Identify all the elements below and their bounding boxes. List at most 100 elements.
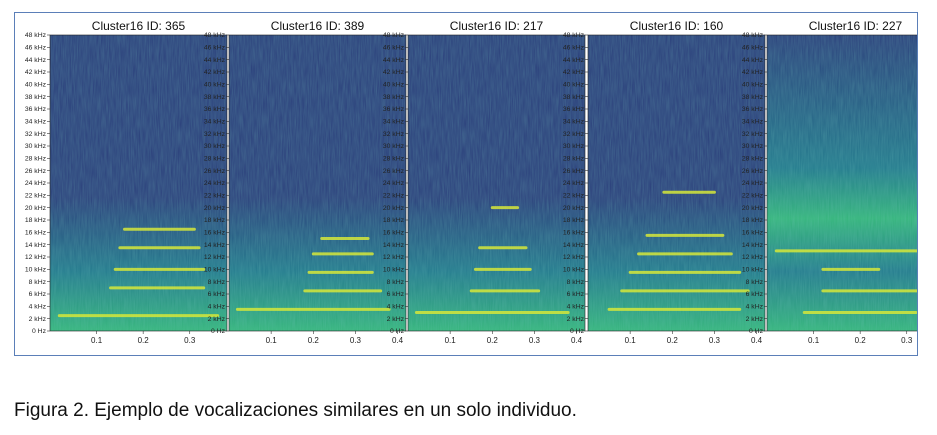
y-tick-label: 40 kHz <box>742 82 764 89</box>
x-tick-label: 0.3 <box>901 336 913 345</box>
y-tick-label: 6 kHz <box>387 291 405 298</box>
y-tick-label: 14 kHz <box>25 242 47 249</box>
y-tick-label: 34 kHz <box>25 119 47 126</box>
y-tick-label: 34 kHz <box>742 119 764 126</box>
y-tick-label: 2 kHz <box>208 316 226 323</box>
spectrogram-panel: Cluster16 ID: 389 0 Hz 2 kHz 4 kHz 6 kHz 8 kH… <box>204 19 407 345</box>
y-tick-label: 24 kHz <box>25 180 47 187</box>
y-tick-label: 30 kHz <box>25 143 47 150</box>
y-tick-label: 26 kHz <box>383 168 405 175</box>
y-tick-label: 18 kHz <box>563 217 585 224</box>
panel-title: Cluster16 ID: 217 <box>450 19 544 33</box>
x-tick-label: 0.3 <box>709 336 721 345</box>
y-tick-label: 46 kHz <box>563 45 585 52</box>
y-tick-label: 40 kHz <box>204 82 226 89</box>
y-tick-label: 4 kHz <box>29 304 47 311</box>
y-tick-label: 12 kHz <box>383 254 405 261</box>
y-tick-label: 26 kHz <box>25 168 47 175</box>
y-tick-label: 40 kHz <box>383 82 405 89</box>
y-tick-label: 46 kHz <box>25 45 47 52</box>
y-tick-label: 26 kHz <box>563 168 585 175</box>
y-tick-label: 42 kHz <box>25 69 47 76</box>
y-tick-label: 34 kHz <box>563 119 585 126</box>
y-tick-label: 24 kHz <box>204 180 226 187</box>
y-tick-label: 30 kHz <box>204 143 226 150</box>
x-tick-label: 0.2 <box>308 336 320 345</box>
x-tick-label: 0.2 <box>855 336 867 345</box>
y-tick-label: 0 Hz <box>32 328 47 335</box>
y-tick-label: 40 kHz <box>25 82 47 89</box>
y-tick-label: 8 kHz <box>746 279 764 286</box>
y-tick-label: 10 kHz <box>383 267 405 274</box>
y-tick-label: 28 kHz <box>742 156 764 163</box>
y-tick-label: 2 kHz <box>29 316 47 323</box>
panel-title: Cluster16 ID: 389 <box>271 19 365 33</box>
y-tick-label: 24 kHz <box>742 180 764 187</box>
y-tick-label: 16 kHz <box>204 230 226 237</box>
y-tick-label: 14 kHz <box>563 242 585 249</box>
x-tick-label: 0.3 <box>184 336 196 345</box>
spectrogram-panel: Cluster16 ID: 217 0 Hz 2 kHz 4 kHz 6 kHz 8 kH… <box>383 19 586 345</box>
y-tick-label: 20 kHz <box>25 205 47 212</box>
panel-title: Cluster16 ID: 227 <box>809 19 903 33</box>
y-tick-label: 44 kHz <box>25 57 47 64</box>
y-tick-label: 2 kHz <box>746 316 764 323</box>
y-tick-label: 6 kHz <box>746 291 764 298</box>
y-tick-label: 36 kHz <box>25 106 47 113</box>
spectrogram-panel: Cluster16 ID: 365 0 Hz 2 kHz 4 kHz 6 kHz 8 kH… <box>25 19 228 345</box>
x-tick-label: 0.1 <box>445 336 457 345</box>
y-tick-label: 8 kHz <box>29 279 47 286</box>
y-tick-label: 48 kHz <box>563 32 585 39</box>
y-tick-label: 22 kHz <box>563 193 585 200</box>
y-tick-label: 42 kHz <box>563 69 585 76</box>
y-tick-label: 8 kHz <box>208 279 226 286</box>
y-tick-label: 40 kHz <box>563 82 585 89</box>
y-tick-label: 28 kHz <box>563 156 585 163</box>
y-tick-label: 30 kHz <box>563 143 585 150</box>
y-tick-label: 48 kHz <box>742 32 764 39</box>
y-tick-label: 10 kHz <box>204 267 226 274</box>
y-tick-label: 18 kHz <box>204 217 226 224</box>
y-tick-label: 30 kHz <box>742 143 764 150</box>
y-tick-label: 32 kHz <box>563 131 585 138</box>
y-tick-label: 14 kHz <box>742 242 764 249</box>
y-tick-label: 48 kHz <box>383 32 405 39</box>
y-tick-label: 44 kHz <box>204 57 226 64</box>
y-tick-label: 28 kHz <box>383 156 405 163</box>
y-tick-label: 14 kHz <box>204 242 226 249</box>
y-tick-label: 6 kHz <box>567 291 585 298</box>
y-tick-label: 6 kHz <box>29 291 47 298</box>
y-tick-label: 22 kHz <box>204 193 226 200</box>
spectrogram-panel: Cluster16 ID: 227 0 Hz 2 kHz 4 kHz 6 kHz 8 kH… <box>742 19 917 345</box>
spectrogram-texture <box>408 35 585 331</box>
y-tick-label: 12 kHz <box>742 254 764 261</box>
y-tick-label: 8 kHz <box>567 279 585 286</box>
y-tick-label: 42 kHz <box>204 69 226 76</box>
y-tick-label: 2 kHz <box>567 316 585 323</box>
y-tick-label: 12 kHz <box>563 254 585 261</box>
spectrogram-texture <box>767 35 917 331</box>
y-tick-label: 0 Hz <box>749 328 764 335</box>
y-tick-label: 16 kHz <box>742 230 764 237</box>
y-tick-label: 48 kHz <box>204 32 226 39</box>
y-tick-label: 48 kHz <box>25 32 47 39</box>
y-tick-label: 44 kHz <box>563 57 585 64</box>
spectrogram-grid: Cluster16 ID: 365 0 Hz 2 kHz 4 kHz 6 kHz 8 kH… <box>25 19 917 345</box>
y-tick-label: 38 kHz <box>25 94 47 101</box>
plot-axes <box>766 34 917 332</box>
y-tick-label: 36 kHz <box>383 106 405 113</box>
y-tick-label: 42 kHz <box>742 69 764 76</box>
y-tick-label: 32 kHz <box>25 131 47 138</box>
y-tick-label: 0 Hz <box>211 328 226 335</box>
figure-frame: Cluster16 ID: 365 0 Hz 2 kHz 4 kHz 6 kHz 8 kH… <box>14 12 918 356</box>
y-tick-label: 18 kHz <box>383 217 405 224</box>
y-tick-label: 32 kHz <box>204 131 226 138</box>
y-tick-label: 36 kHz <box>742 106 764 113</box>
y-tick-label: 4 kHz <box>746 304 764 311</box>
spectrogram-panel: Cluster16 ID: 160 0 Hz 2 kHz 4 kHz 6 kHz 8 kH… <box>563 19 766 345</box>
y-tick-label: 44 kHz <box>742 57 764 64</box>
y-tick-label: 38 kHz <box>563 94 585 101</box>
y-tick-label: 6 kHz <box>208 291 226 298</box>
y-tick-label: 34 kHz <box>204 119 226 126</box>
y-tick-label: 16 kHz <box>25 230 47 237</box>
